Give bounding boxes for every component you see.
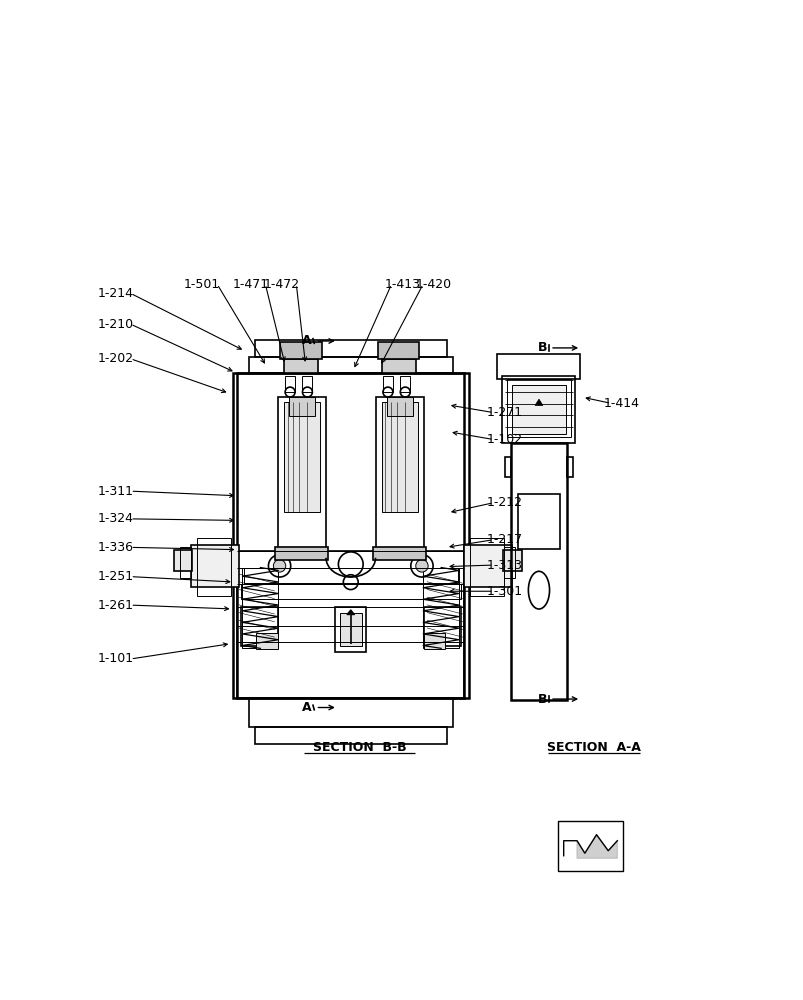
Bar (283, 402, 320, 512)
Bar (381, 402, 417, 512)
Text: SECTION  A-A: SECTION A-A (546, 741, 639, 754)
Bar (373, 547, 426, 560)
Bar (381, 359, 415, 373)
Text: 1-251: 1-251 (97, 570, 133, 583)
Bar (423, 607, 460, 646)
Text: 1-501: 1-501 (184, 278, 220, 291)
Bar (423, 633, 445, 649)
Text: A: A (302, 701, 312, 714)
Bar (237, 373, 463, 698)
Bar (279, 342, 321, 359)
Bar (386, 397, 412, 416)
Bar (502, 376, 575, 443)
Bar (375, 397, 423, 550)
Bar (283, 359, 317, 373)
Text: SECTION  B-B: SECTION B-B (312, 741, 406, 754)
Bar (556, 821, 622, 871)
Bar (191, 545, 238, 587)
Text: 1-420: 1-420 (415, 278, 451, 291)
Bar (422, 568, 459, 648)
Bar (173, 550, 192, 571)
Bar (335, 607, 366, 652)
Text: A: A (302, 334, 312, 347)
Bar (255, 727, 446, 744)
Text: 1-336: 1-336 (97, 541, 133, 554)
Bar (255, 340, 446, 357)
Bar (302, 376, 312, 392)
Text: 1-202: 1-202 (97, 352, 133, 365)
Text: 1-301: 1-301 (486, 585, 522, 598)
Text: 1-210: 1-210 (97, 318, 133, 331)
Text: B: B (537, 341, 546, 354)
Bar (566, 457, 573, 477)
Bar (248, 357, 452, 373)
Bar (248, 698, 452, 727)
Bar (517, 494, 560, 549)
Text: 1-212: 1-212 (486, 496, 522, 509)
Bar (180, 547, 191, 578)
Bar (400, 376, 410, 392)
Bar (503, 550, 521, 571)
Bar (243, 568, 278, 648)
Bar (503, 547, 515, 578)
Text: 1-313: 1-313 (486, 559, 522, 572)
Polygon shape (346, 610, 354, 615)
Text: 1-414: 1-414 (603, 397, 639, 410)
Bar (197, 538, 231, 596)
Bar (377, 342, 419, 359)
Text: 1-261: 1-261 (97, 599, 133, 612)
Bar (339, 613, 361, 646)
Bar (463, 545, 511, 587)
Text: 1-102: 1-102 (486, 433, 522, 446)
Bar (497, 354, 580, 379)
Circle shape (415, 560, 428, 572)
Text: B: B (537, 693, 546, 706)
Bar (285, 376, 295, 392)
Bar (240, 584, 460, 599)
Text: 1-413: 1-413 (384, 278, 420, 291)
Text: 1-324: 1-324 (97, 512, 133, 525)
Bar (243, 568, 457, 583)
Bar (240, 607, 277, 646)
Text: 1-472: 1-472 (263, 278, 299, 291)
Bar (277, 397, 325, 550)
Polygon shape (577, 835, 617, 858)
Text: 1-271: 1-271 (486, 406, 522, 419)
Bar (275, 547, 328, 560)
Bar (232, 373, 468, 698)
Bar (382, 376, 393, 392)
Text: 1-214: 1-214 (97, 287, 133, 300)
Bar (237, 551, 463, 698)
Bar (512, 385, 565, 434)
Text: 1-217: 1-217 (486, 533, 522, 546)
Text: 1-311: 1-311 (97, 485, 133, 498)
Bar (507, 379, 570, 437)
Bar (511, 443, 566, 700)
Circle shape (273, 560, 285, 572)
Bar (504, 457, 511, 477)
Polygon shape (535, 399, 542, 405)
Text: 1-471: 1-471 (232, 278, 268, 291)
Bar (470, 538, 503, 596)
Text: 1-101: 1-101 (97, 652, 133, 666)
Bar (255, 633, 277, 649)
Bar (288, 397, 315, 416)
